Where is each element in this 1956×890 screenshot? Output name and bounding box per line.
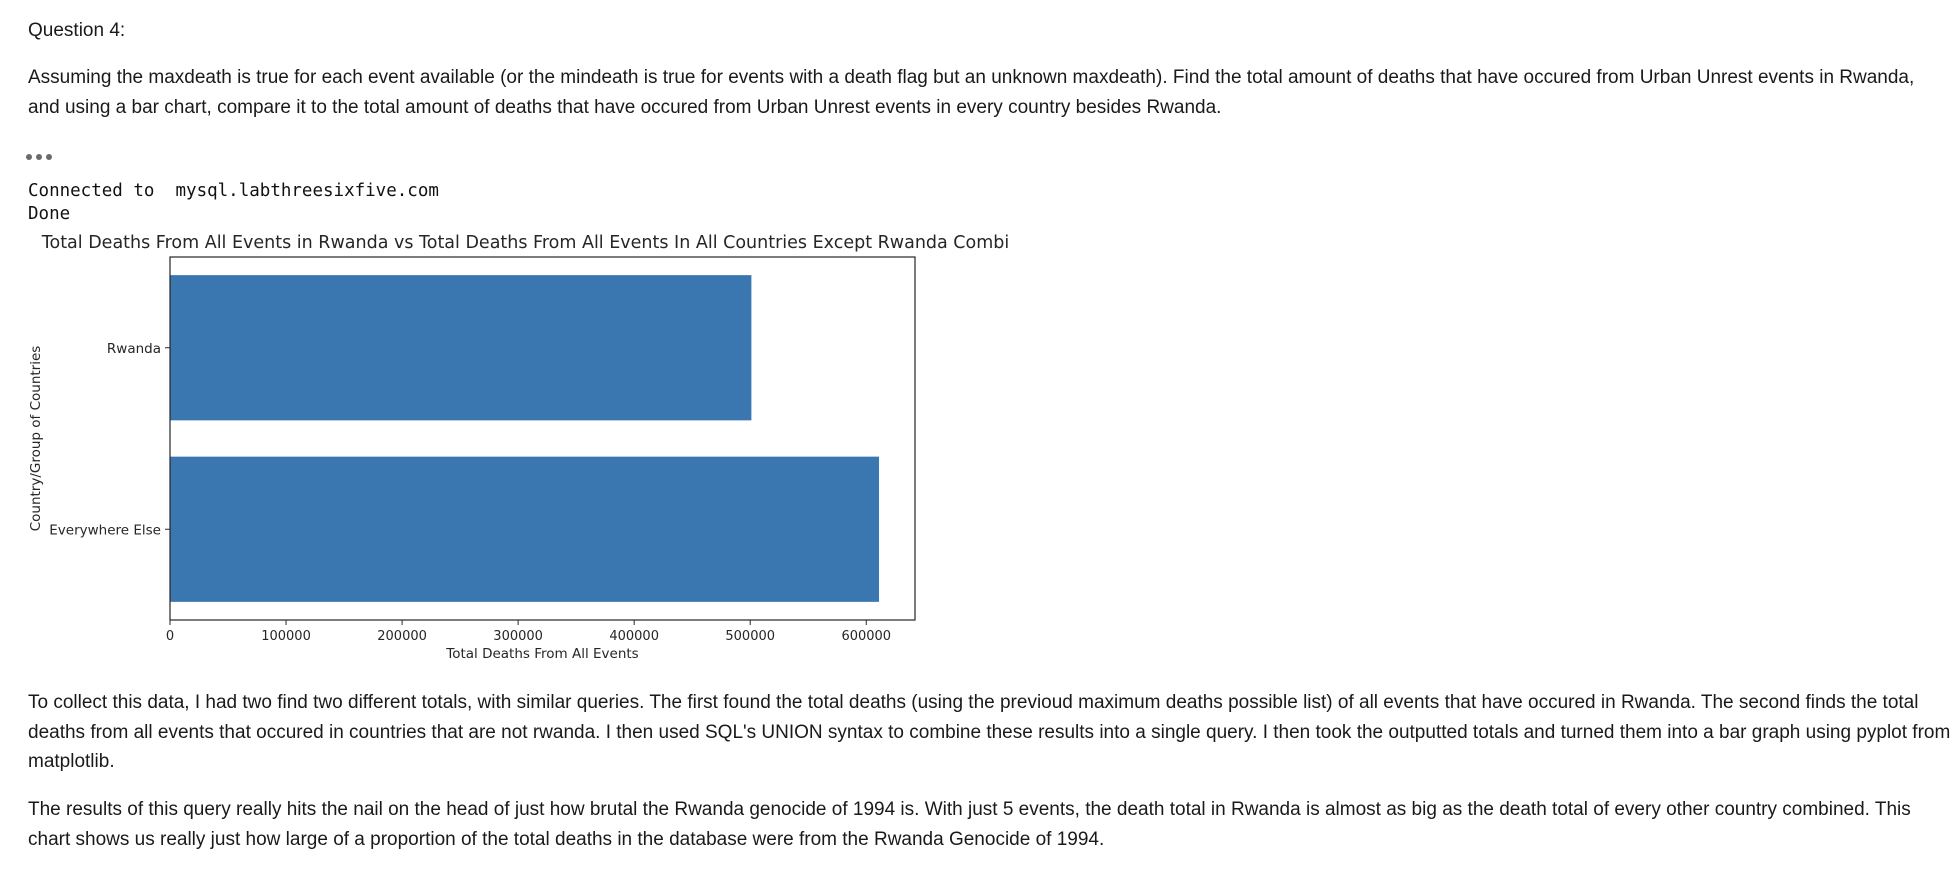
y-tick-label: Everywhere Else: [49, 522, 161, 538]
question-text: Assuming the maxdeath is true for each e…: [28, 67, 1915, 118]
x-tick-label: 600000: [841, 629, 891, 644]
x-tick-label: 300000: [493, 629, 543, 644]
bar-chart: Total Deaths From All Events in Rwanda v…: [28, 233, 1010, 662]
y-axis-label: Country/Group of Countries: [28, 346, 44, 532]
x-tick-label: 0: [166, 629, 174, 644]
plot-frame: [169, 256, 916, 621]
x-tick-label: 200000: [377, 629, 427, 644]
output-connection-line: Connected to mysql.labthreesixfive.com: [28, 181, 439, 201]
x-tick-label: 500000: [725, 629, 775, 644]
cell-collapse-ellipsis-icon[interactable]: [26, 154, 52, 160]
question-title: Question 4:: [28, 20, 126, 41]
explanation-paragraph: To collect this data, I had two find two…: [28, 692, 1951, 772]
results-paragraph: The results of this query really hits th…: [28, 799, 1911, 850]
x-axis-label: Total Deaths From All Events: [445, 646, 638, 662]
output-done-line: Done: [28, 204, 71, 224]
x-tick-label: 100000: [261, 629, 311, 644]
chart-title: Total Deaths From All Events in Rwanda v…: [41, 233, 1010, 253]
x-tick-label: 400000: [609, 629, 659, 644]
y-tick-label: Rwanda: [107, 341, 161, 357]
bar-rwanda: [170, 275, 752, 421]
bar-everywhere-else: [170, 456, 880, 602]
